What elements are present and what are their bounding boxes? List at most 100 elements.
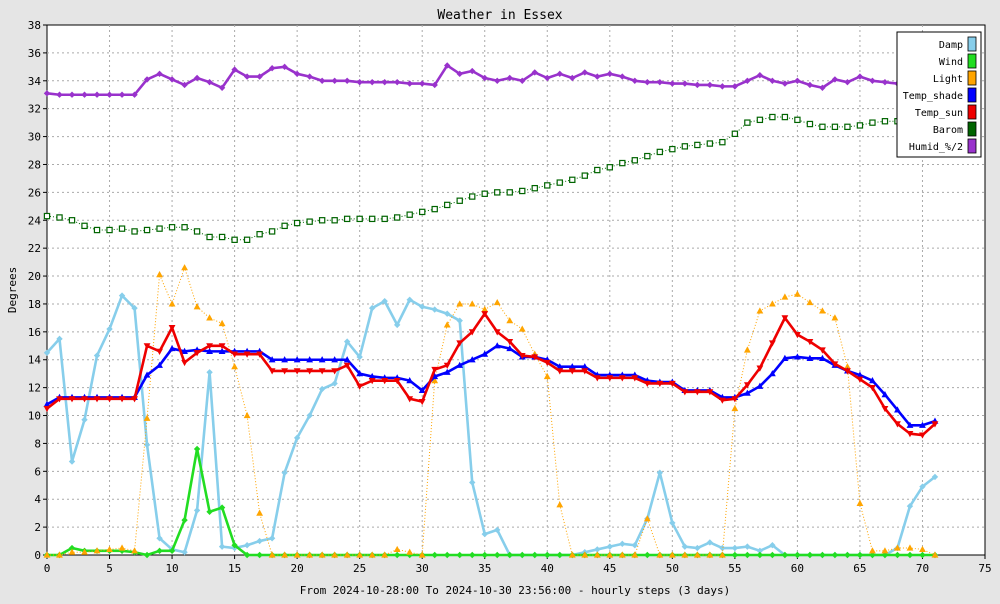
data-point-light	[568, 551, 576, 558]
data-point-barom	[456, 197, 463, 204]
data-point-temp-sun	[706, 389, 714, 396]
data-point-wind	[431, 551, 438, 559]
data-point-humid-2	[756, 72, 764, 79]
data-point-damp	[681, 543, 689, 550]
data-point-barom	[231, 236, 238, 243]
data-point-damp	[669, 519, 676, 527]
data-point-humid-2	[594, 73, 601, 80]
data-point-humid-2	[393, 78, 401, 86]
legend-label: Barom	[933, 125, 963, 136]
data-point-temp-sun	[318, 368, 326, 375]
data-point-temp-shade	[168, 344, 176, 352]
data-point-wind	[193, 445, 201, 453]
data-point-temp-sun	[856, 376, 864, 383]
x-tick-label: 0	[44, 562, 51, 575]
data-point-barom	[81, 222, 88, 230]
data-point-light	[231, 363, 238, 370]
legend-label: Light	[933, 74, 963, 85]
data-point-temp-shade	[406, 377, 414, 384]
data-point-damp	[206, 369, 213, 376]
data-point-humid-2	[218, 84, 226, 91]
y-tick-label: 10	[28, 410, 41, 423]
data-point-light	[731, 404, 739, 412]
data-point-damp	[318, 385, 326, 393]
data-point-damp	[744, 543, 751, 550]
data-point-wind	[831, 551, 839, 559]
data-point-humid-2	[706, 81, 714, 89]
data-point-light	[681, 551, 689, 558]
x-tick-label: 60	[791, 562, 804, 575]
data-point-barom	[168, 224, 176, 231]
data-point-temp-sun	[481, 311, 489, 318]
data-point-humid-2	[881, 78, 889, 86]
series-barom	[43, 113, 939, 243]
data-point-barom	[481, 190, 488, 197]
data-point-barom	[43, 212, 51, 220]
data-point-temp-shade	[481, 350, 489, 357]
data-point-wind	[844, 551, 851, 559]
data-point-wind	[393, 551, 401, 559]
data-point-humid-2	[231, 66, 238, 73]
data-point-barom	[494, 189, 501, 196]
data-point-damp	[481, 530, 488, 538]
data-point-humid-2	[306, 73, 313, 80]
data-point-damp	[631, 542, 639, 549]
data-point-barom	[831, 123, 839, 131]
data-point-temp-sun	[919, 432, 926, 439]
legend-swatch	[967, 121, 977, 137]
data-point-light	[468, 300, 476, 307]
data-point-barom	[368, 215, 376, 223]
legend-swatch	[967, 70, 977, 86]
data-point-temp-shade	[318, 356, 326, 363]
data-point-light	[143, 414, 151, 421]
data-point-wind	[481, 551, 488, 559]
data-point-damp	[268, 535, 276, 542]
data-point-temp-shade	[218, 347, 226, 354]
data-point-temp-sun	[493, 329, 501, 336]
data-point-damp	[419, 303, 426, 310]
data-point-light	[56, 551, 63, 558]
data-point-humid-2	[281, 63, 288, 71]
data-point-temp-shade	[343, 356, 351, 363]
data-point-light	[456, 300, 464, 307]
data-point-light	[81, 548, 88, 555]
plot-area	[47, 25, 985, 555]
data-point-temp-sun	[431, 366, 439, 374]
data-point-damp	[193, 507, 201, 514]
data-point-damp	[281, 469, 288, 476]
series-humid-2	[43, 62, 939, 98]
data-point-humid-2	[168, 76, 176, 83]
data-point-temp-sun	[43, 405, 51, 413]
data-point-damp	[719, 544, 726, 552]
data-point-barom	[243, 236, 251, 243]
data-point-barom	[556, 179, 563, 186]
y-tick-label: 34	[28, 75, 42, 88]
data-point-barom	[68, 217, 76, 224]
data-point-temp-sun	[781, 315, 789, 322]
y-tick-label: 16	[28, 326, 41, 339]
data-point-light	[93, 547, 101, 554]
data-point-temp-shade	[581, 363, 589, 370]
data-point-temp-shade	[43, 400, 51, 407]
data-point-temp-sun	[343, 362, 351, 369]
data-point-wind	[744, 551, 751, 559]
data-point-wind	[731, 551, 739, 559]
data-point-wind	[506, 551, 513, 559]
data-point-light	[806, 298, 814, 306]
data-point-temp-shade	[881, 391, 889, 398]
data-point-barom	[256, 231, 263, 238]
data-point-damp	[594, 546, 601, 553]
data-point-light	[318, 551, 326, 558]
x-tick-label: 35	[478, 562, 491, 575]
y-tick-label: 18	[28, 298, 41, 311]
data-point-temp-sun	[668, 380, 676, 388]
data-point-wind	[556, 551, 563, 559]
data-point-damp	[43, 349, 51, 356]
data-point-damp	[656, 469, 664, 476]
data-point-barom	[731, 130, 739, 137]
data-point-barom	[331, 217, 338, 224]
data-point-humid-2	[869, 77, 876, 84]
data-point-light	[706, 551, 714, 558]
data-point-light	[131, 547, 138, 554]
data-point-damp	[731, 544, 739, 552]
